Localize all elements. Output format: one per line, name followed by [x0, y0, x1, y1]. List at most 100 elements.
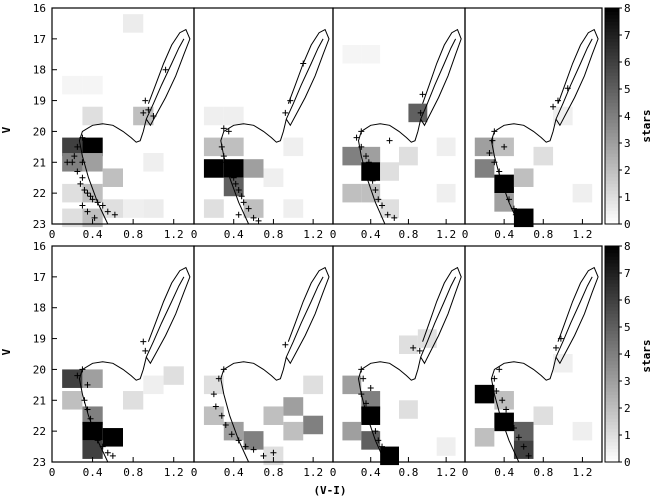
density-cell — [263, 168, 284, 187]
isochrone-rgb-line — [420, 266, 462, 365]
colorbar-segment — [605, 438, 619, 443]
star-marker — [94, 199, 101, 206]
star-marker — [369, 177, 376, 184]
x-tick-label: 0.4 — [83, 466, 103, 479]
colorbar-segment — [605, 421, 619, 426]
panel-row2-col2: 0 0.4 0.8 1.2 — [191, 245, 334, 479]
colorbar-segment — [605, 404, 619, 409]
density-cell — [342, 421, 362, 441]
density-cell — [380, 162, 399, 181]
star-marker — [379, 202, 386, 209]
star-marker — [499, 397, 506, 404]
colorbar-segment — [605, 163, 619, 168]
star-marker — [228, 431, 235, 438]
star-marker — [499, 177, 506, 184]
colorbar-segment — [605, 35, 619, 39]
colorbar-tick-label: 2 — [624, 164, 631, 177]
colorbar-segment — [605, 112, 619, 117]
y-tick-label: 21 — [33, 156, 46, 169]
density-cell — [399, 400, 418, 419]
star-marker — [235, 187, 242, 194]
density-cell — [436, 137, 456, 157]
star-marker — [142, 97, 149, 104]
colorbar-segment — [605, 180, 619, 184]
colorbar-segment — [605, 418, 619, 422]
density-cell — [102, 168, 123, 187]
star-marker — [491, 128, 498, 135]
density-cell — [417, 329, 437, 348]
colorbar-segment — [605, 377, 619, 382]
star-marker — [503, 406, 510, 413]
density-cell — [533, 146, 554, 166]
star-marker — [77, 180, 84, 187]
star-marker — [64, 159, 71, 166]
density-cell — [361, 431, 381, 450]
colorbar-segment — [605, 153, 619, 157]
colorbar-segment — [605, 320, 619, 325]
star-marker — [74, 143, 81, 150]
star-marker — [525, 452, 532, 459]
colorbar-segment — [605, 296, 619, 301]
colorbar-segment — [605, 256, 619, 260]
star-marker — [71, 153, 78, 160]
colorbar-tick-label: 4 — [624, 348, 631, 361]
colorbar-segment — [605, 387, 619, 392]
colorbar-segment — [605, 303, 619, 308]
y-tick-label: 18 — [33, 64, 46, 77]
isochrone-line — [78, 38, 185, 225]
star-marker — [503, 187, 510, 194]
colorbar-segment — [605, 306, 619, 311]
y-tick-label: 17 — [33, 271, 46, 284]
star-marker — [79, 174, 86, 181]
colorbar-segment — [605, 122, 619, 127]
colorbar-segment — [605, 132, 619, 137]
y-tick-label: 16 — [33, 2, 46, 15]
star-marker — [260, 452, 267, 459]
star-marker — [410, 344, 417, 351]
density-cell — [82, 75, 103, 95]
y-axis-title-bottom: V — [0, 348, 13, 355]
star-marker — [79, 202, 86, 209]
colorbar-segment — [605, 448, 619, 453]
star-marker — [520, 443, 527, 450]
colorbar-segment — [605, 262, 619, 267]
star-marker — [84, 406, 91, 413]
colorbar-segment — [605, 8, 619, 12]
star-marker — [367, 168, 374, 175]
x-tick-label: 0.8 — [398, 466, 418, 479]
x-tick-label: 0.4 — [83, 228, 103, 241]
colorbar-segment — [605, 293, 619, 298]
star-marker — [238, 193, 245, 200]
colorbar-tick-label: 5 — [624, 321, 631, 334]
star-marker — [94, 437, 101, 444]
panel-row1-col3: 0 0.4 0.8 1.2 — [330, 7, 466, 241]
colorbar-tick-label: 3 — [624, 375, 631, 388]
density-cell — [572, 183, 593, 203]
colorbar-tick-label: 4 — [624, 110, 631, 123]
star-marker — [363, 153, 369, 160]
colorbar-segment — [605, 129, 619, 134]
star-marker — [232, 180, 239, 187]
density-cell — [203, 137, 224, 157]
star-marker — [554, 97, 561, 104]
star-marker — [225, 128, 232, 135]
colorbar-segment — [605, 354, 619, 358]
star-marker — [79, 159, 86, 166]
colorbar-segment — [605, 95, 619, 100]
star-marker — [235, 211, 242, 218]
density-cell — [223, 421, 244, 441]
density-cell — [283, 137, 304, 157]
star-marker — [84, 208, 91, 215]
density-cell — [474, 384, 495, 404]
density-cell — [203, 159, 224, 178]
density-cell — [436, 183, 456, 203]
x-tick-label: 0.8 — [123, 228, 143, 241]
density-cell — [82, 106, 103, 126]
star-marker — [218, 412, 225, 419]
colorbar-title-bottom: stars — [640, 339, 653, 372]
colorbar-segment — [605, 269, 619, 274]
x-tick-label: 0.4 — [361, 228, 381, 241]
colorbar-segment — [605, 197, 619, 201]
